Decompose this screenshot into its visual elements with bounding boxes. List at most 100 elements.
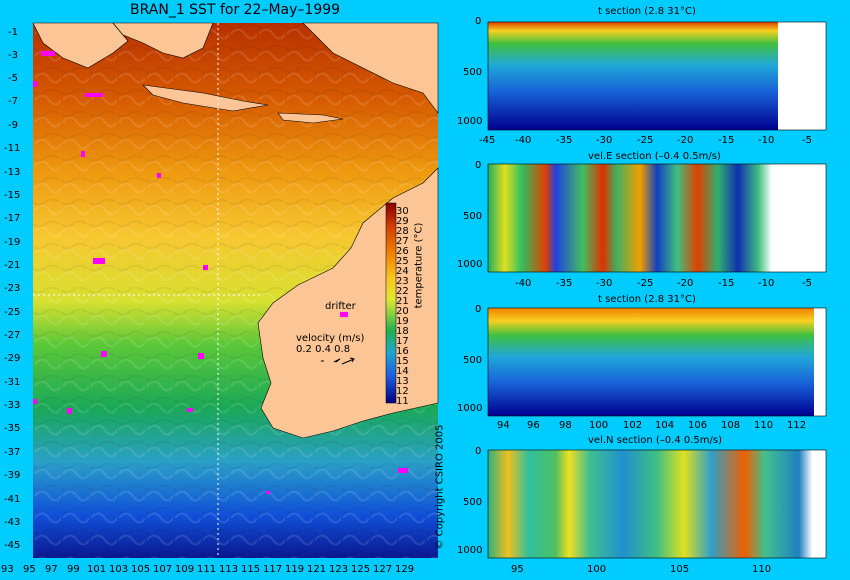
lat-tick: -33 <box>4 400 21 411</box>
y-tick: 500 <box>463 497 483 508</box>
x-tick: -45 <box>479 135 496 146</box>
lat-tick: -29 <box>4 353 21 364</box>
x-tick: -20 <box>677 278 694 289</box>
drifter-markers <box>33 51 408 494</box>
lon-tick: 109 <box>175 564 195 575</box>
lon-tick: 99 <box>67 564 80 575</box>
lon-tick: 105 <box>131 564 151 575</box>
colorbar-tick: 16 <box>396 346 409 357</box>
copyright: © Copyright CSIRO 2005 <box>434 424 446 550</box>
lon-tick: 129 <box>395 564 415 575</box>
colorbar-tick: 25 <box>396 256 409 267</box>
lat-tick: -37 <box>4 447 21 458</box>
y-tick: 500 <box>463 211 483 222</box>
section-title: vel.E section (–0.4 0.5m/s) <box>588 151 721 162</box>
colorbar-tick: 30 <box>396 206 409 217</box>
colorbar-tick: 11 <box>396 396 409 407</box>
lat-tick: -13 <box>4 167 21 178</box>
velocity-legend-label: velocity (m/s) <box>296 333 365 344</box>
lat-tick: -43 <box>4 517 21 528</box>
lat-tick: -5 <box>8 73 18 84</box>
x-tick: -20 <box>677 135 694 146</box>
y-tick: 0 <box>475 160 482 171</box>
x-tick: -30 <box>596 278 613 289</box>
x-tick: -30 <box>596 135 613 146</box>
section-plot <box>487 449 827 559</box>
lat-tick: -9 <box>8 120 18 131</box>
colorbar-tick: 15 <box>396 356 409 367</box>
x-tick: 96 <box>527 420 540 431</box>
drifter-legend-label: drifter <box>325 301 356 312</box>
x-tick: 95 <box>511 564 524 575</box>
lon-tick: 117 <box>263 564 283 575</box>
x-tick: -25 <box>637 278 654 289</box>
lat-tick: -35 <box>4 423 21 434</box>
lon-tick: 123 <box>329 564 349 575</box>
lon-tick: 97 <box>45 564 58 575</box>
lat-tick: -39 <box>4 470 21 481</box>
x-tick: 112 <box>787 420 807 431</box>
colorbar-tick: 28 <box>396 226 409 237</box>
lat-tick: -19 <box>4 237 21 248</box>
lat-tick: -7 <box>8 96 18 107</box>
y-tick: 0 <box>475 16 482 27</box>
colorbar-tick: 26 <box>396 246 409 257</box>
section-plot <box>487 163 827 273</box>
lon-tick: 101 <box>87 564 107 575</box>
colorbar-tick: 24 <box>396 266 409 277</box>
y-tick: 1000 <box>457 116 483 127</box>
x-tick: 100 <box>589 420 609 431</box>
y-tick: 1000 <box>457 403 483 414</box>
x-tick: 104 <box>655 420 675 431</box>
lat-tick: -45 <box>4 540 21 551</box>
section-title: t section (2.8 31°C) <box>598 6 696 17</box>
section-title: vel.N section (–0.4 0.5m/s) <box>588 435 722 446</box>
lat-tick: -25 <box>4 307 21 318</box>
lon-tick: 121 <box>307 564 327 575</box>
colorbar-tick: 20 <box>396 306 409 317</box>
lat-tick: -27 <box>4 330 21 341</box>
lat-tick: -1 <box>8 27 18 38</box>
map-title: BRAN_1 SST for 22–May–1999 <box>130 2 341 18</box>
lat-tick: -17 <box>4 213 21 224</box>
lat-tick: -41 <box>4 494 21 505</box>
x-tick: -10 <box>758 135 775 146</box>
lon-tick: 125 <box>351 564 371 575</box>
lon-tick: 103 <box>109 564 129 575</box>
lat-tick: -23 <box>4 283 21 294</box>
lat-tick: -11 <box>4 143 21 154</box>
x-tick: 94 <box>497 420 510 431</box>
section-plot <box>487 307 827 417</box>
y-tick: 0 <box>475 304 482 315</box>
x-tick: 98 <box>559 420 572 431</box>
x-tick: 110 <box>752 564 772 575</box>
lon-tick: 127 <box>373 564 393 575</box>
x-tick: 105 <box>670 564 690 575</box>
lon-tick: 107 <box>153 564 173 575</box>
velocity-legend-arrows <box>320 357 355 365</box>
y-tick: 500 <box>463 67 483 78</box>
x-tick: -40 <box>515 278 532 289</box>
x-tick: 110 <box>754 420 774 431</box>
sst-map <box>32 22 439 558</box>
velocity-legend-scale: 0.2 0.4 0.8 <box>296 344 351 355</box>
colorbar-tick: 12 <box>396 386 409 397</box>
y-tick: 1000 <box>457 259 483 270</box>
x-tick: -25 <box>637 135 654 146</box>
colorbar-tick: 27 <box>396 236 409 247</box>
section-plot <box>487 21 827 131</box>
y-tick: 1000 <box>457 545 483 556</box>
colorbar-tick: 29 <box>396 216 409 227</box>
colorbar-tick: 21 <box>396 296 409 307</box>
lat-tick: -31 <box>4 377 21 388</box>
lat-tick: -21 <box>4 260 21 271</box>
colorbar-tick: 13 <box>396 376 409 387</box>
x-tick: 100 <box>587 564 607 575</box>
lon-tick: 113 <box>219 564 239 575</box>
section-title: t section (2.8 31°C) <box>598 294 696 305</box>
drifter-legend-marker <box>340 312 348 317</box>
lon-tick: 119 <box>285 564 305 575</box>
x-tick: 102 <box>623 420 643 431</box>
lon-tick: 93 <box>1 564 14 575</box>
x-tick: -40 <box>515 135 532 146</box>
